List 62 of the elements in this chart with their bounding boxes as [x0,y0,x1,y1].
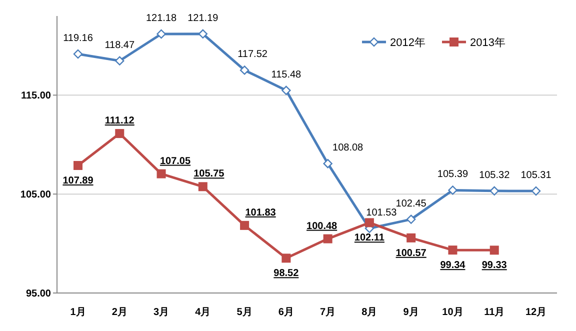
point [406,214,416,224]
data-label: 118.47 [104,40,135,51]
point [240,220,250,230]
data-label: 107.89 [62,175,94,186]
data-label: 100.57 [396,248,427,259]
point [115,129,124,138]
point [323,159,332,168]
point [198,182,208,192]
x-tick-label: 4月 [195,307,211,318]
legend-label: 2013年 [470,37,506,49]
point [198,29,208,39]
data-label: 102.45 [396,198,427,210]
x-tick-label: 5月 [236,307,252,318]
x-tick-label: 3月 [153,307,170,318]
x-tick-label: 9月 [403,307,419,318]
point [282,86,291,95]
legend-label: 2012年 [390,37,426,49]
data-label: 101.53 [366,207,398,218]
point [323,234,332,244]
point [448,186,458,195]
point [282,254,291,263]
point [73,49,83,59]
data-label: 121.19 [188,12,219,24]
data-label: 119.16 [63,32,94,44]
x-tick-label: 12月 [525,307,547,318]
data-label: 99.33 [482,260,508,272]
data-label: 105.75 [194,168,225,180]
y-tick-label: 95.00 [26,288,52,300]
data-label: 117.52 [238,49,268,60]
point [74,160,82,170]
point [490,186,499,196]
data-label: 105.32 [479,170,510,181]
data-label: 121.18 [146,13,177,24]
x-tick-label: 7月 [320,307,336,318]
point [406,233,416,242]
data-label: 111.12 [104,116,135,127]
data-label: 102.11 [354,232,385,244]
point [156,29,166,39]
point [240,66,250,75]
x-tick-label: 10月 [442,307,464,318]
data-label: 101.83 [245,207,276,218]
data-label: 108.08 [332,142,364,154]
point [364,218,374,228]
x-tick-label: 2月 [112,307,128,318]
x-tick-label: 8月 [362,307,378,318]
x-tick-label: 1月 [70,307,86,318]
point [448,246,458,255]
y-tick-label: 115.00 [20,90,52,102]
point [156,169,166,178]
data-label: 105.31 [520,170,552,182]
point [115,56,124,66]
point [531,186,541,196]
data-label: 105.39 [437,169,468,180]
data-label: 107.05 [160,156,191,167]
x-tick-label: 11月 [484,307,505,318]
data-label: 115.48 [271,69,302,80]
data-label: 100.48 [306,220,338,232]
y-tick-label: 105.00 [20,190,52,201]
x-tick-label: 6月 [278,307,294,318]
data-label: 99.34 [440,260,466,272]
data-label: 98.52 [274,268,300,280]
point [490,246,499,255]
